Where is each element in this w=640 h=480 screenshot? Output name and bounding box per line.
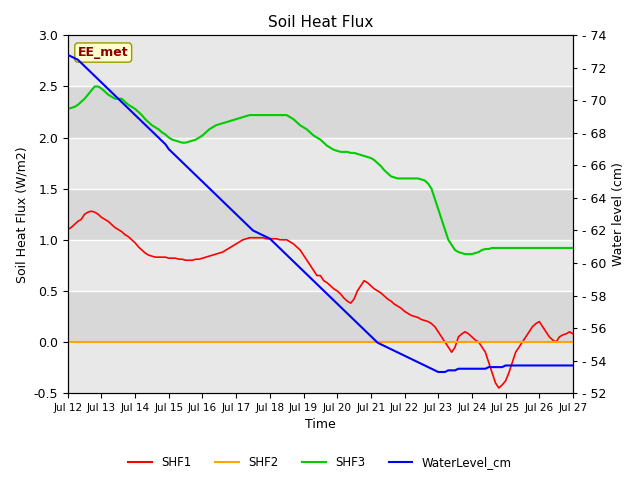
Y-axis label: Soil Heat Flux (W/m2): Soil Heat Flux (W/m2) xyxy=(15,146,28,283)
Bar xyxy=(68,240,573,291)
Text: EE_met: EE_met xyxy=(78,46,129,59)
Bar xyxy=(68,189,573,240)
Title: Soil Heat Flux: Soil Heat Flux xyxy=(268,15,373,30)
X-axis label: Time: Time xyxy=(305,419,336,432)
Bar xyxy=(68,291,573,342)
Bar xyxy=(68,342,573,393)
Bar xyxy=(68,36,573,86)
Legend: SHF1, SHF2, SHF3, WaterLevel_cm: SHF1, SHF2, SHF3, WaterLevel_cm xyxy=(124,452,516,474)
Bar xyxy=(68,138,573,189)
Y-axis label: Water level (cm): Water level (cm) xyxy=(612,162,625,266)
Bar xyxy=(68,86,573,138)
